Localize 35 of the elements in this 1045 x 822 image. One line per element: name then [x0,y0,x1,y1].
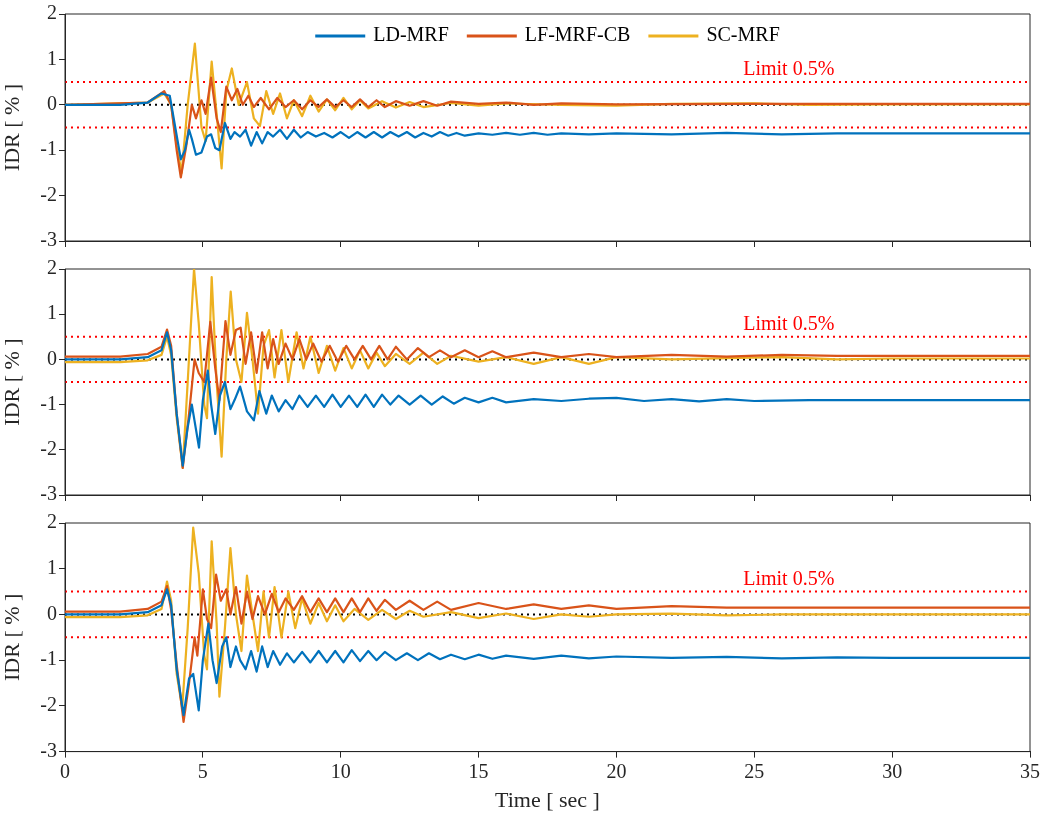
x-tick-label: 25 [744,759,765,782]
y-tick-label: -1 [40,137,57,160]
y-tick-label: -2 [40,182,57,205]
y-tick-label: -1 [40,391,57,414]
y-tick-label: 1 [47,46,57,69]
x-tick-label: 35 [1020,759,1040,782]
ref-line-label: Limit 0.5% [743,566,835,589]
legend-label: SC-MRF [706,23,780,46]
y-tick-label: 1 [47,301,57,324]
ref-line-label: Limit 0.5% [743,312,835,335]
x-tick-label: 30 [882,759,903,782]
y-tick-label: -3 [40,738,57,761]
ref-line-label: Limit 0.5% [743,57,835,80]
x-tick-label: 5 [197,759,208,782]
legend-label: LD-MRF [373,23,449,46]
y-axis-title: IDR [ % ] [0,593,24,681]
y-tick-label: 0 [47,601,57,624]
x-axis-title: Time [ sec ] [495,786,600,812]
y-tick-label: -2 [40,693,57,716]
y-tick-label: -3 [40,228,57,251]
x-tick-label: 15 [468,759,489,782]
legend-label: LF-MRF-CB [524,23,631,46]
y-tick-label: -3 [40,482,57,505]
y-tick-label: -2 [40,437,57,460]
y-axis-title: IDR [ % ] [0,338,24,426]
y-tick-label: 0 [47,92,57,115]
y-axis-title: IDR [ % ] [0,83,24,172]
y-tick-label: 2 [47,256,57,279]
y-tick-label: -1 [40,647,57,670]
y-tick-label: 2 [47,1,57,24]
x-tick-label: 20 [606,759,627,782]
y-tick-label: 0 [47,346,57,369]
y-tick-label: 1 [47,555,57,578]
x-tick-label: 10 [330,759,351,782]
y-tick-label: 2 [47,510,57,533]
